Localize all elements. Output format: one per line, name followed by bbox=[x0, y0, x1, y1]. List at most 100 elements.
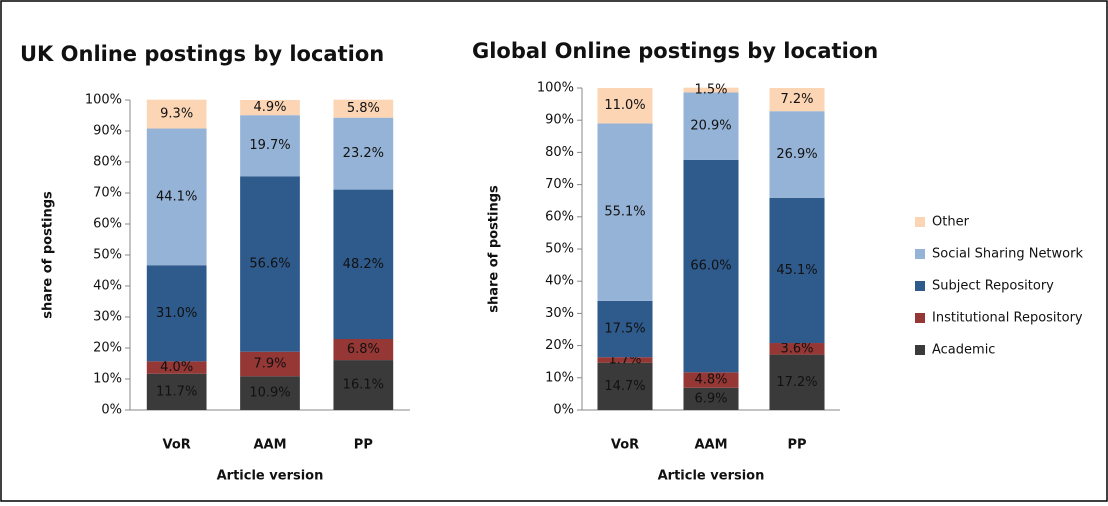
bar-segment bbox=[769, 343, 825, 355]
value-label: 17.2% bbox=[776, 375, 817, 390]
y-tick-label: 0% bbox=[553, 403, 574, 418]
value-label: 14.7% bbox=[604, 379, 645, 394]
bar-segment bbox=[146, 373, 207, 410]
bar-segment bbox=[333, 117, 394, 190]
x-tick-label: AAM bbox=[694, 438, 727, 453]
value-label: 56.6% bbox=[249, 256, 290, 271]
value-label: 11.0% bbox=[604, 98, 645, 113]
value-label: 66.0% bbox=[690, 259, 731, 274]
bar-segment bbox=[333, 339, 394, 361]
y-tick-label: 0% bbox=[101, 403, 122, 418]
x-tick-label: VoR bbox=[611, 438, 639, 453]
value-label: 48.2% bbox=[343, 257, 384, 272]
bar-segment bbox=[769, 88, 825, 112]
bar-segment bbox=[597, 123, 653, 301]
value-label: 26.9% bbox=[776, 147, 817, 162]
value-label: 7.2% bbox=[780, 92, 813, 107]
y-tick-label: 30% bbox=[545, 306, 574, 321]
bar-segment bbox=[683, 387, 739, 410]
y-tick-label: 80% bbox=[545, 145, 574, 160]
legend-swatch bbox=[915, 249, 925, 259]
bar-segment bbox=[683, 372, 739, 388]
value-label: 23.2% bbox=[343, 146, 384, 161]
legend-label: Academic bbox=[932, 343, 995, 358]
y-axis-title: share of postings bbox=[487, 185, 502, 313]
value-label: 19.7% bbox=[249, 138, 290, 153]
bar-segment bbox=[597, 300, 653, 358]
value-label: 20.9% bbox=[690, 119, 731, 134]
y-tick-label: 80% bbox=[93, 155, 122, 170]
bar-segment bbox=[333, 99, 394, 118]
chart-title: Global Online postings by location bbox=[472, 39, 878, 63]
legend-swatch bbox=[915, 217, 925, 227]
bar-segment bbox=[146, 265, 207, 362]
value-label: 4.8% bbox=[694, 373, 727, 388]
chart-title: UK Online postings by location bbox=[20, 42, 384, 66]
value-label: 4.9% bbox=[253, 100, 286, 115]
value-label: 55.1% bbox=[604, 205, 645, 220]
value-label: 6.9% bbox=[694, 391, 727, 406]
y-tick-label: 40% bbox=[93, 279, 122, 294]
y-tick-label: 40% bbox=[545, 274, 574, 289]
bar-segment bbox=[146, 361, 207, 374]
y-tick-label: 20% bbox=[545, 338, 574, 353]
legend-swatch bbox=[915, 281, 925, 291]
x-axis-title: Article version bbox=[217, 469, 324, 484]
bar-segment bbox=[597, 357, 653, 363]
value-label: 16.1% bbox=[343, 378, 384, 393]
bar-segment bbox=[240, 115, 300, 177]
legend-label: Social Sharing Network bbox=[932, 247, 1083, 262]
bar-segment bbox=[597, 88, 653, 124]
bar-segment bbox=[769, 197, 825, 344]
bar-segment bbox=[769, 354, 825, 410]
x-tick-label: PP bbox=[787, 438, 806, 453]
bar-segment bbox=[240, 176, 300, 352]
bar-segment bbox=[146, 128, 207, 266]
y-tick-label: 70% bbox=[545, 177, 574, 192]
y-tick-label: 30% bbox=[93, 310, 122, 325]
y-tick-label: 70% bbox=[93, 186, 122, 201]
bar-segment bbox=[240, 376, 300, 410]
y-tick-label: 90% bbox=[545, 113, 574, 128]
x-tick-label: AAM bbox=[253, 438, 286, 453]
value-label: 7.9% bbox=[253, 356, 286, 371]
value-label: 4.0% bbox=[160, 360, 193, 375]
y-tick-label: 90% bbox=[93, 124, 122, 139]
bar-segment bbox=[597, 362, 653, 410]
y-tick-label: 100% bbox=[85, 93, 122, 108]
y-tick-label: 60% bbox=[93, 217, 122, 232]
y-axis-title: share of postings bbox=[41, 191, 56, 319]
legend-label: Subject Repository bbox=[932, 279, 1054, 294]
bar-segment bbox=[683, 159, 739, 373]
legend-swatch bbox=[915, 345, 925, 355]
x-tick-label: PP bbox=[354, 438, 373, 453]
y-tick-label: 10% bbox=[545, 370, 574, 385]
bar-segment bbox=[240, 100, 300, 116]
value-label: 17.5% bbox=[604, 322, 645, 337]
value-label: 31.0% bbox=[156, 306, 197, 321]
y-tick-label: 20% bbox=[93, 341, 122, 356]
y-tick-label: 100% bbox=[537, 81, 574, 96]
bar-segment bbox=[683, 87, 739, 93]
bar-segment bbox=[240, 351, 300, 377]
value-label: 3.6% bbox=[780, 341, 813, 356]
value-label: 6.8% bbox=[347, 342, 380, 357]
value-label: 11.7% bbox=[156, 384, 197, 399]
value-label: 1.5% bbox=[694, 83, 727, 98]
value-label: 44.1% bbox=[156, 189, 197, 204]
value-label: 9.3% bbox=[160, 107, 193, 122]
x-tick-label: VoR bbox=[163, 438, 191, 453]
value-label: 10.9% bbox=[249, 386, 290, 401]
bar-segment bbox=[333, 189, 394, 340]
legend-label: Other bbox=[932, 215, 970, 230]
bar-segment bbox=[333, 360, 394, 410]
y-tick-label: 50% bbox=[545, 242, 574, 257]
bar-segment bbox=[146, 99, 207, 129]
legend-label: Institutional Repository bbox=[932, 311, 1083, 326]
value-label: 45.1% bbox=[776, 263, 817, 278]
bar-segment bbox=[769, 111, 825, 198]
legend-swatch bbox=[915, 313, 925, 323]
bar-segment bbox=[683, 92, 739, 160]
y-tick-label: 10% bbox=[93, 372, 122, 387]
